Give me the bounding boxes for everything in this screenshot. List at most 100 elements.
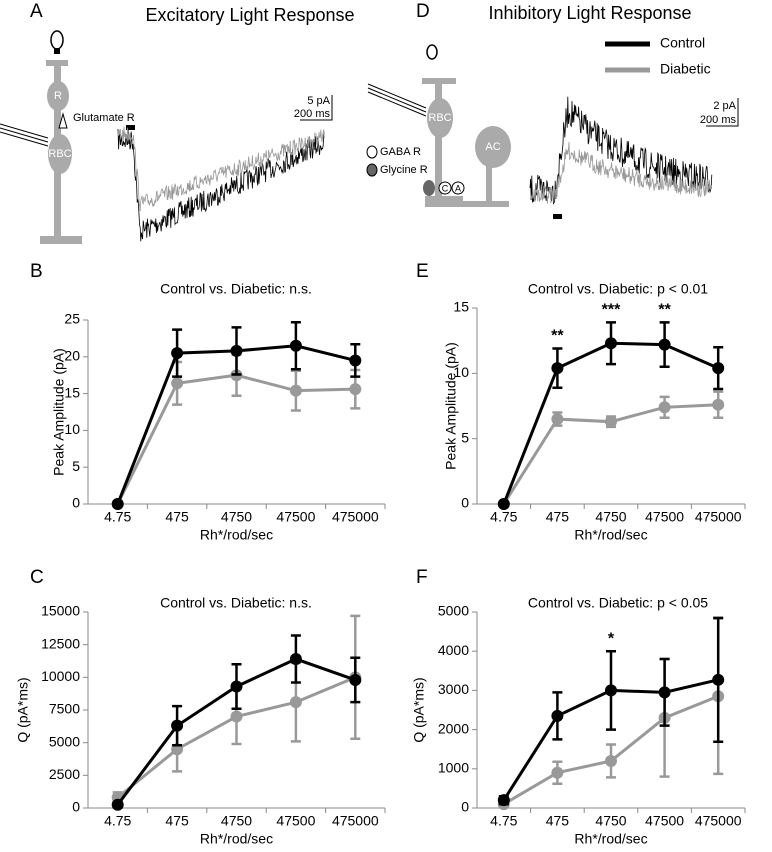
data-point (289, 384, 302, 397)
y-tick-label: 5000 (49, 733, 80, 749)
significance-label: ** (551, 328, 564, 345)
data-point (171, 719, 184, 732)
data-point (605, 684, 617, 697)
data-point (289, 653, 302, 666)
legend-label: Diabetic (660, 61, 711, 77)
x-tick-label: 475000 (695, 813, 742, 829)
x-tick-label: 47500 (645, 813, 684, 829)
data-point (230, 710, 243, 723)
chart-title: Control vs. Diabetic: p < 0.01 (528, 281, 708, 297)
cell-label: RBC (48, 148, 71, 160)
cell-label: RBC (428, 112, 451, 124)
x-tick-label: 4.75 (104, 509, 131, 525)
data-point (111, 798, 124, 811)
significance-label: * (608, 630, 615, 647)
data-point (605, 415, 617, 428)
data-point (289, 339, 302, 352)
x-tick-label: 475 (546, 813, 570, 829)
y-axis-label: Q (pA*ms) (15, 677, 31, 742)
scale-bar (300, 95, 333, 121)
panel-title: Excitatory Light Response (145, 5, 354, 25)
y-tick-label: 15000 (41, 603, 80, 619)
data-point (712, 398, 725, 411)
scale-label: 200 ms (294, 108, 331, 120)
y-tick-label: 3000 (438, 681, 469, 697)
cell-label: R (54, 90, 62, 102)
chart-title: Control vs. Diabetic: n.s. (160, 595, 312, 611)
data-point (230, 344, 243, 357)
data-point (605, 337, 617, 350)
y-tick-label: 0 (72, 799, 80, 815)
scale-label: 5 pA (307, 95, 330, 107)
x-tick-label: 4.75 (490, 509, 517, 525)
scale-label: 2 pA (713, 100, 736, 112)
cell-label: Glutamate R (73, 112, 135, 124)
chart-title: Control vs. Diabetic: n.s. (160, 281, 312, 297)
trace (529, 141, 713, 204)
data-point (658, 401, 671, 414)
y-axis-label: Peak Amplitude (pA) (443, 342, 459, 470)
y-tick-label: 10 (453, 364, 469, 380)
y-axis-label: Q (pA*ms) (411, 677, 427, 742)
scale-label: 200 ms (700, 114, 737, 126)
y-tick-label: 1000 (438, 760, 469, 776)
chart-title: Control vs. Diabetic: p < 0.05 (528, 595, 708, 611)
cell-label: A (455, 183, 461, 193)
trace (117, 128, 325, 242)
data-point (111, 498, 124, 510)
data-point (712, 673, 725, 686)
y-tick-label: 0 (72, 495, 80, 511)
panel-letter: A (30, 1, 43, 22)
data-point (171, 347, 184, 360)
y-tick-label: 2500 (49, 766, 80, 782)
y-tick-label: 15 (453, 299, 469, 315)
data-point (551, 413, 564, 426)
x-tick-label: 475 (546, 509, 570, 525)
x-tick-label: 4750 (595, 813, 626, 829)
x-tick-label: 4750 (595, 509, 626, 525)
trace (117, 126, 325, 212)
data-point (712, 362, 725, 375)
x-axis-label: Rh*/rod/sec (574, 527, 647, 543)
schematic (366, 44, 511, 207)
panel-letter: F (416, 567, 428, 588)
y-tick-label: 5000 (438, 603, 469, 619)
cell-label: GABA R (380, 146, 421, 158)
stimulus-bar (553, 214, 562, 219)
x-axis-label: Rh*/rod/sec (200, 527, 273, 543)
data-point (605, 754, 617, 767)
y-tick-label: 5 (72, 458, 80, 474)
data-point (551, 709, 564, 722)
data-point (289, 696, 302, 709)
data-point (551, 766, 564, 779)
y-tick-label: 20 (64, 348, 80, 364)
schematic (0, 30, 82, 244)
data-point (497, 794, 510, 807)
y-tick-label: 12500 (41, 635, 80, 651)
x-tick-label: 4.75 (490, 813, 517, 829)
x-tick-label: 475 (165, 813, 189, 829)
data-point (230, 680, 243, 693)
data-point (349, 673, 362, 686)
panel-letter: B (30, 261, 43, 282)
x-tick-label: 4.75 (104, 813, 131, 829)
y-tick-label: 2000 (438, 720, 469, 736)
panel-title: Inhibitory Light Response (488, 3, 691, 23)
panel-letter: C (30, 567, 44, 588)
y-tick-label: 10 (64, 421, 80, 437)
x-tick-label: 475000 (695, 509, 742, 525)
trace-group (117, 126, 325, 242)
y-tick-label: 0 (461, 799, 469, 815)
significance-label: *** (602, 302, 621, 319)
x-tick-label: 47500 (276, 813, 315, 829)
data-point (349, 354, 362, 367)
y-tick-label: 0 (461, 495, 469, 511)
trace-group (529, 96, 713, 205)
panel-letter: E (416, 261, 429, 282)
y-tick-label: 7500 (49, 701, 80, 717)
x-tick-label: 475 (165, 509, 189, 525)
data-point (658, 338, 671, 351)
cell-label: AC (485, 141, 500, 153)
data-point (171, 377, 184, 390)
